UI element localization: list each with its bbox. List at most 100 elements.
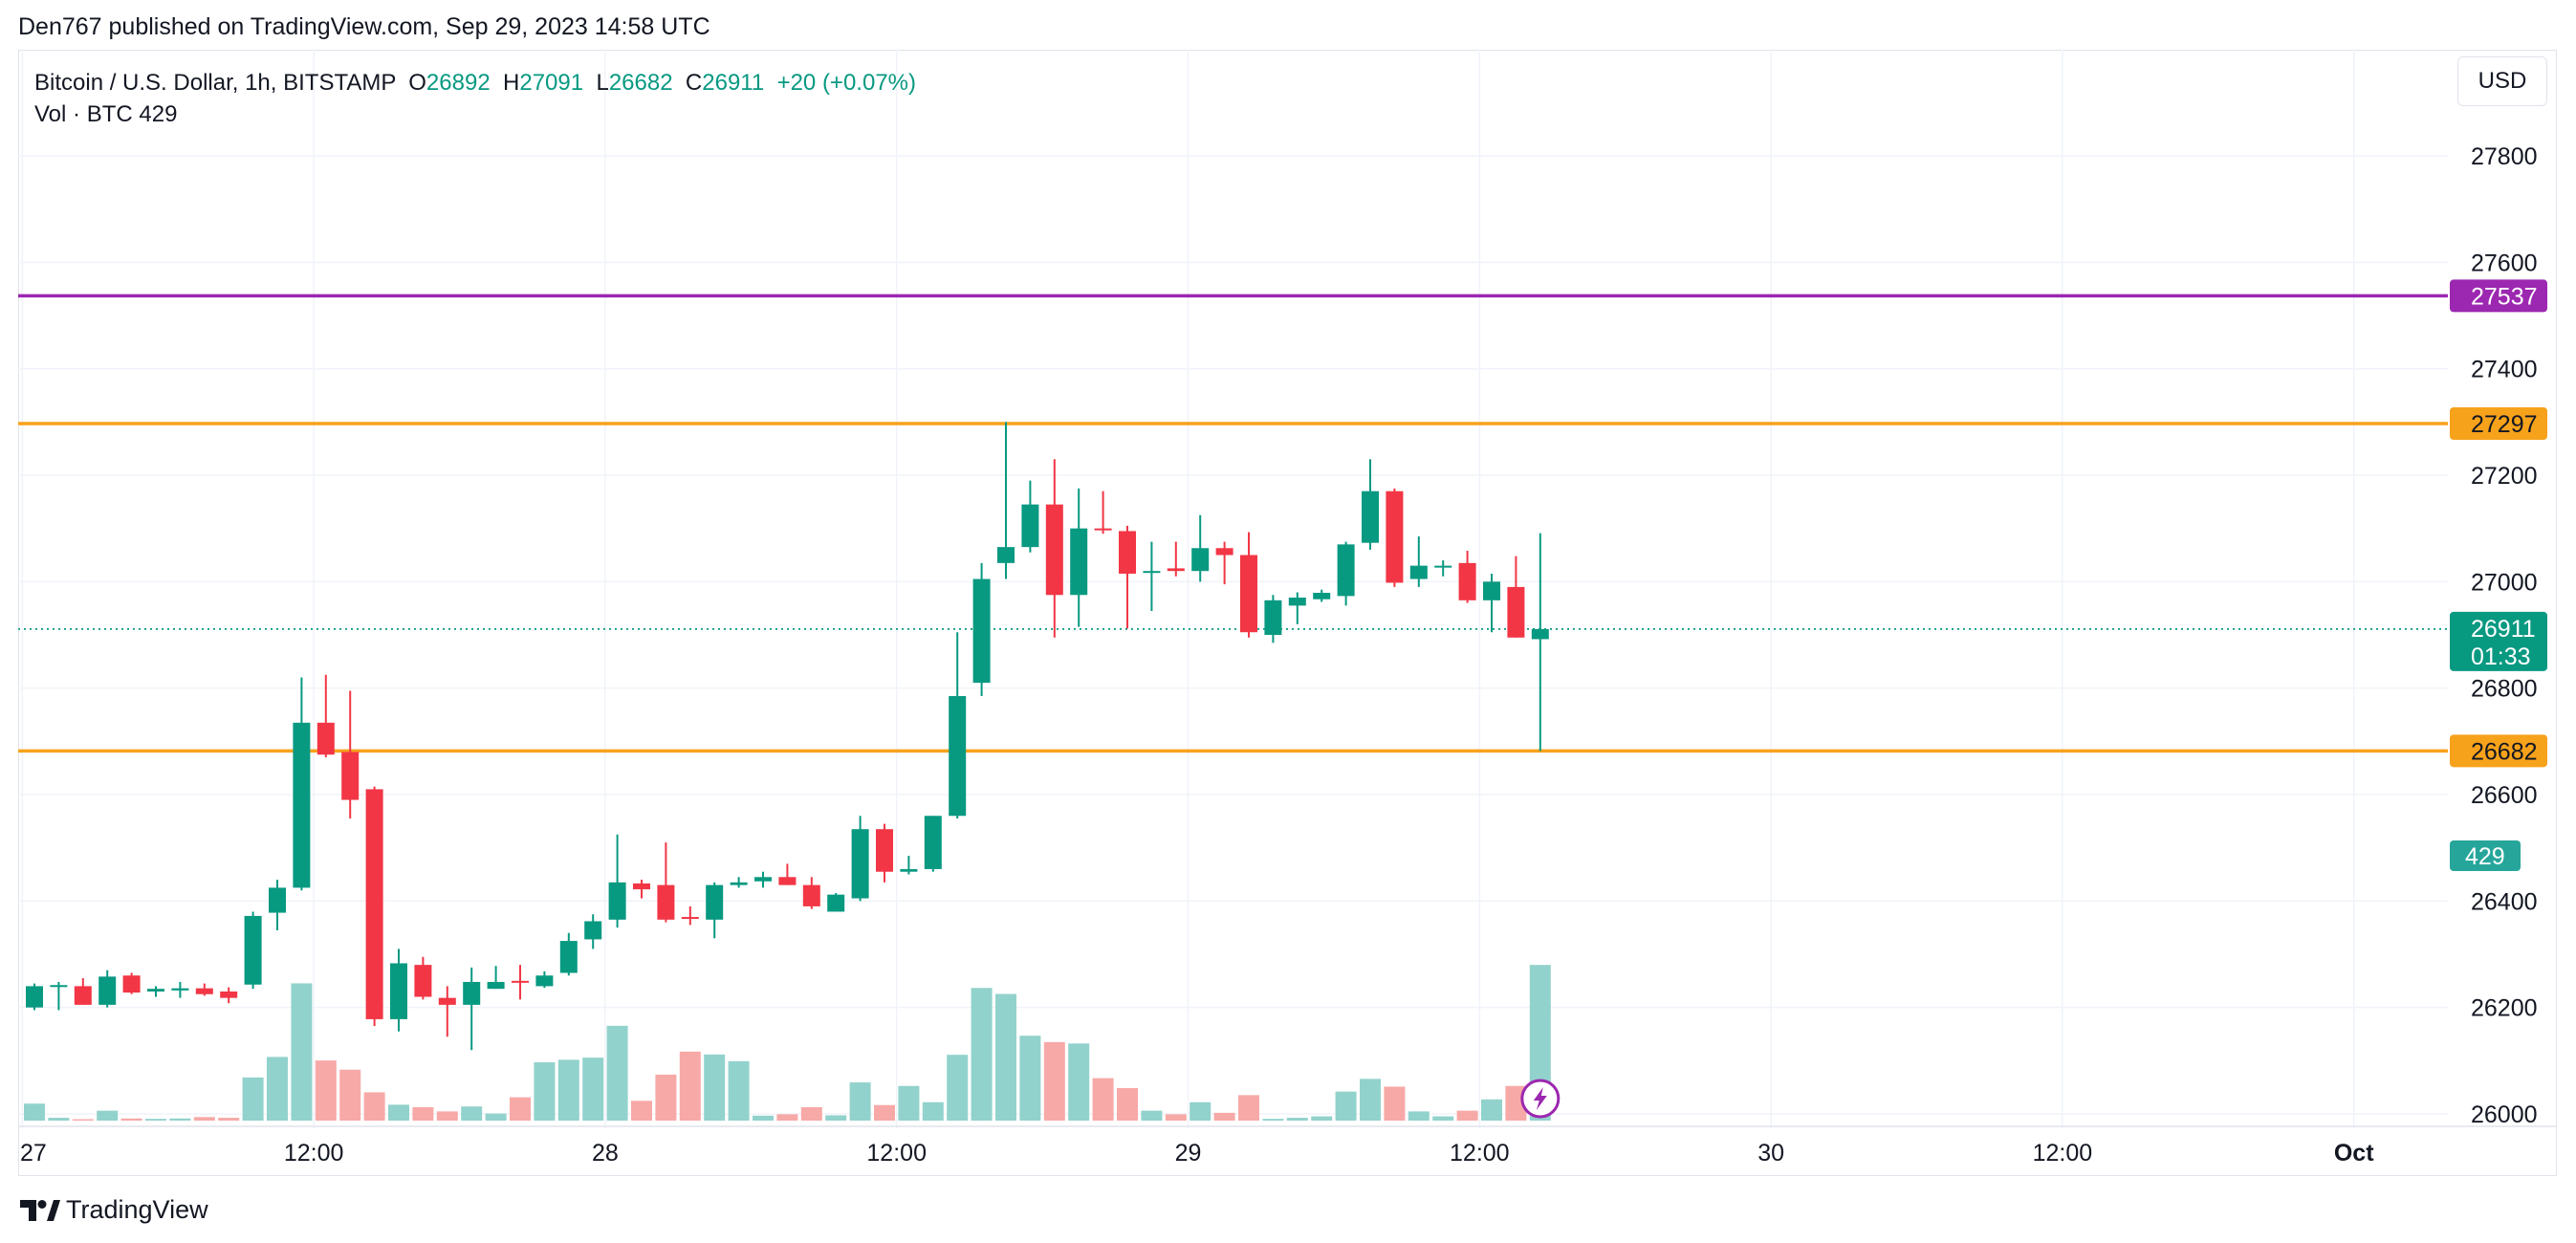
candle-body[interactable] (1119, 531, 1136, 574)
candle-body[interactable] (1362, 491, 1379, 543)
candle-body[interactable] (1070, 528, 1088, 596)
time-tick-label: 12:00 (2033, 1140, 2093, 1167)
candle-body[interactable] (1240, 555, 1257, 633)
price-level-label: 27297 (2471, 411, 2538, 438)
time-tick-label: 12:00 (1450, 1140, 1510, 1167)
candle-body[interactable] (1483, 581, 1500, 600)
volume-bar (606, 1025, 628, 1121)
volume-bar (120, 1118, 142, 1121)
candle-body[interactable] (827, 894, 845, 912)
candle-body[interactable] (608, 882, 626, 920)
candle-body[interactable] (414, 965, 432, 997)
candle-body[interactable] (1264, 600, 1282, 635)
price-tick-label: 26000 (2471, 1101, 2538, 1128)
volume-bar (1456, 1110, 1478, 1121)
candle-body[interactable] (122, 975, 141, 993)
candle-body[interactable] (1531, 628, 1549, 640)
close-label: C (685, 70, 703, 96)
candle-body[interactable] (98, 976, 117, 1005)
volume-bar (753, 1115, 774, 1121)
price-tick-label: 26400 (2471, 888, 2538, 915)
candle-body[interactable] (1458, 562, 1476, 600)
candle-body[interactable] (535, 975, 554, 987)
candle-body[interactable] (1215, 548, 1233, 556)
candle-body[interactable] (390, 963, 407, 1019)
volume-bar (1238, 1095, 1259, 1121)
price-level-badge (2450, 407, 2547, 441)
candle-body[interactable] (487, 981, 505, 990)
candle-body[interactable] (681, 917, 699, 920)
candle-body[interactable] (512, 980, 529, 983)
candle-body[interactable] (633, 883, 650, 890)
volume-badge-label: 429 (2465, 843, 2505, 870)
volume-bar (1068, 1043, 1090, 1121)
price-tick-label: 26200 (2471, 995, 2538, 1022)
candle-body[interactable] (949, 696, 967, 817)
candle-body[interactable] (972, 578, 991, 684)
candle-body[interactable] (1337, 544, 1355, 597)
volume-bar (898, 1085, 920, 1121)
candle-body[interactable] (924, 816, 942, 869)
volume-bar (339, 1069, 361, 1121)
currency-button[interactable]: USD (2457, 56, 2547, 106)
candle-body[interactable] (244, 915, 262, 985)
candle-body[interactable] (1386, 491, 1404, 583)
candle-body[interactable] (1288, 598, 1306, 606)
candle-body[interactable] (341, 752, 360, 800)
candle-body[interactable] (1045, 504, 1063, 596)
candle-body[interactable] (171, 988, 189, 991)
candle-body[interactable] (876, 829, 893, 872)
volume-bar (97, 1110, 119, 1121)
candle-body[interactable] (730, 882, 748, 885)
price-tick-label: 27600 (2471, 250, 2538, 276)
price-tick-label: 26600 (2471, 782, 2538, 809)
candle-body[interactable] (851, 829, 869, 899)
volume-bar (436, 1111, 458, 1121)
candle-body[interactable] (657, 884, 675, 920)
candle-body[interactable] (802, 884, 820, 906)
candle-body[interactable] (1021, 504, 1039, 548)
candle-body[interactable] (1167, 568, 1185, 572)
candle-body[interactable] (559, 941, 578, 973)
candle-body[interactable] (1434, 565, 1452, 568)
volume-bar (315, 1060, 337, 1121)
candle-body[interactable] (1094, 528, 1112, 531)
candle-body[interactable] (269, 887, 286, 913)
candle-body[interactable] (584, 921, 602, 940)
volume-bar (363, 1092, 385, 1121)
volume-bar (849, 1082, 871, 1121)
brand-name: TradingView (66, 1195, 208, 1224)
candle-body[interactable] (26, 986, 43, 1008)
volume-bar (1117, 1087, 1138, 1121)
footer-brand[interactable]: TradingView (18, 1195, 208, 1225)
volume-bar (1408, 1111, 1430, 1121)
volume-bar (267, 1057, 288, 1121)
candle-body[interactable] (778, 877, 797, 885)
candle-body[interactable] (220, 991, 238, 998)
candle-body[interactable] (1313, 593, 1331, 600)
candle-body[interactable] (147, 989, 164, 992)
candle-body[interactable] (706, 884, 724, 920)
volume-bar (291, 983, 313, 1121)
candle-body[interactable] (195, 988, 213, 994)
lightning-icon[interactable] (1520, 1079, 1561, 1119)
volume-bar (825, 1115, 847, 1121)
candle-body[interactable] (900, 868, 918, 872)
candle-body[interactable] (1507, 586, 1525, 638)
candle-body[interactable] (1409, 565, 1428, 579)
price-level-label: 27537 (2471, 283, 2538, 310)
candle-body[interactable] (754, 877, 772, 882)
candle-body[interactable] (74, 986, 92, 1005)
candle-body[interactable] (293, 722, 311, 888)
volume-bar (1432, 1116, 1454, 1121)
candle-body[interactable] (463, 981, 481, 1005)
candle-body[interactable] (997, 547, 1015, 563)
candle-body[interactable] (365, 789, 383, 1019)
candle-body[interactable] (50, 985, 68, 988)
candle-body[interactable] (317, 722, 335, 755)
candle-body[interactable] (438, 997, 456, 1005)
candle-body[interactable] (1143, 571, 1161, 574)
volume-bar (922, 1101, 944, 1121)
candle-body[interactable] (1191, 548, 1210, 572)
